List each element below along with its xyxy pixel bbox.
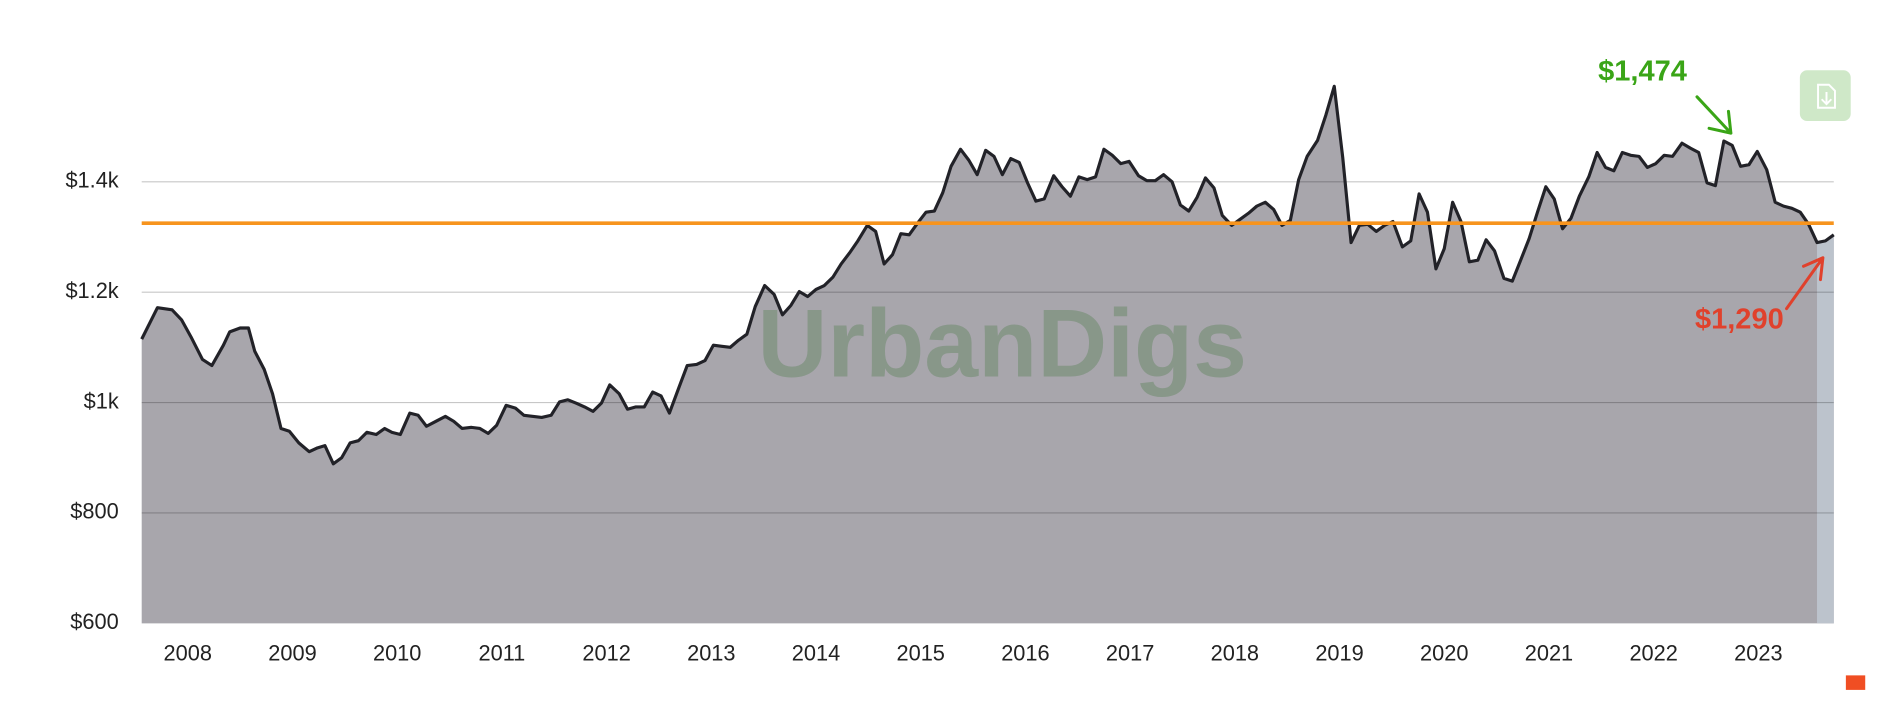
x-tick-label: 2022 bbox=[1629, 641, 1677, 666]
x-tick-label: 2010 bbox=[373, 641, 421, 666]
line bbox=[140, 84, 1835, 466]
x-tick-label: 2009 bbox=[268, 641, 316, 666]
x-tick-label: 2008 bbox=[164, 641, 212, 666]
x-tick-label: 2015 bbox=[897, 641, 945, 666]
x-tick-label: 2023 bbox=[1734, 641, 1782, 666]
area bbox=[141, 86, 1834, 624]
download-button[interactable] bbox=[1799, 70, 1851, 122]
annotation: $1,474 bbox=[1598, 55, 1687, 87]
recent-area bbox=[1817, 234, 1834, 624]
x-tick-label: 2013 bbox=[687, 641, 735, 666]
annotation: $1,290 bbox=[1695, 303, 1784, 335]
x-tick-label: 2016 bbox=[1001, 641, 1049, 666]
y-tick-label: $1k bbox=[84, 388, 119, 413]
x-tick-label: 2012 bbox=[582, 641, 630, 666]
annotation-arrow bbox=[1695, 95, 1733, 135]
corner-badge bbox=[1845, 675, 1866, 690]
x-tick-label: 2021 bbox=[1525, 641, 1573, 666]
y-tick-label: $600 bbox=[70, 609, 118, 634]
download-background[interactable] bbox=[1799, 70, 1851, 122]
download-icon[interactable] bbox=[1817, 83, 1836, 109]
x-tick-label: 2020 bbox=[1420, 641, 1468, 666]
y-tick-label: $1.2k bbox=[65, 278, 118, 303]
x-tick-label: 2019 bbox=[1315, 641, 1363, 666]
x-tick-label: 2011 bbox=[478, 641, 525, 666]
plot-layer bbox=[140, 84, 1835, 624]
y-tick-label: $800 bbox=[70, 499, 118, 524]
y-tick-label: $1.4k bbox=[65, 168, 118, 193]
x-tick-label: 2017 bbox=[1106, 641, 1154, 666]
x-tick-label: 2018 bbox=[1211, 641, 1259, 666]
annotation-arrow bbox=[1785, 256, 1825, 311]
watermark: UrbanDigs bbox=[758, 289, 1248, 398]
x-tick-label: 2014 bbox=[792, 641, 840, 666]
